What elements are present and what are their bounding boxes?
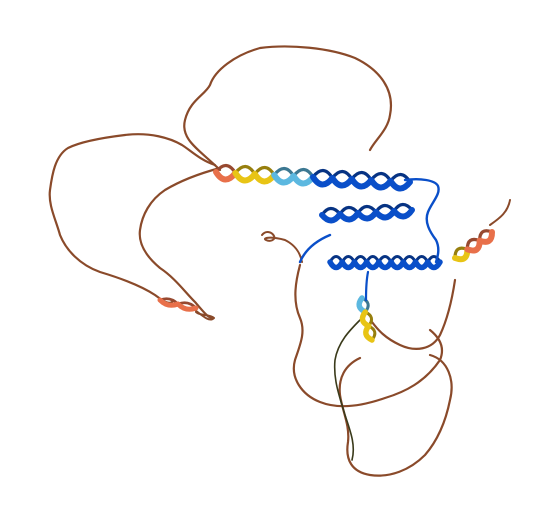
core-linkers [298,178,440,302]
lower-loop-b [338,353,453,477]
helix-middle [319,202,415,224]
helix-right-orange [452,229,496,263]
helix-small-yellow [356,295,377,343]
helix-lower [327,255,443,271]
core-linker-left [298,233,332,264]
small-turn [261,231,303,263]
left-inner-loop [138,166,222,320]
coil-loops [48,45,511,477]
top-loop [183,45,393,172]
core-linker-right [403,178,440,264]
helix-top [213,163,413,192]
right-descending-loop [370,278,457,350]
helix-front-ribbon [363,323,375,343]
helix-front-ribbon [425,259,443,271]
helix-front-ribbon [476,229,496,245]
helix-front-ribbon [391,207,415,220]
helix-left-orange [157,297,199,312]
inner-connector [333,319,361,461]
top-right-tail [489,199,511,226]
left-stub [194,309,215,321]
helix-front-ribbon [175,301,199,312]
left-outer-loop [48,133,217,304]
helix-front-ribbon [387,178,413,192]
core-linker-down [364,270,370,302]
